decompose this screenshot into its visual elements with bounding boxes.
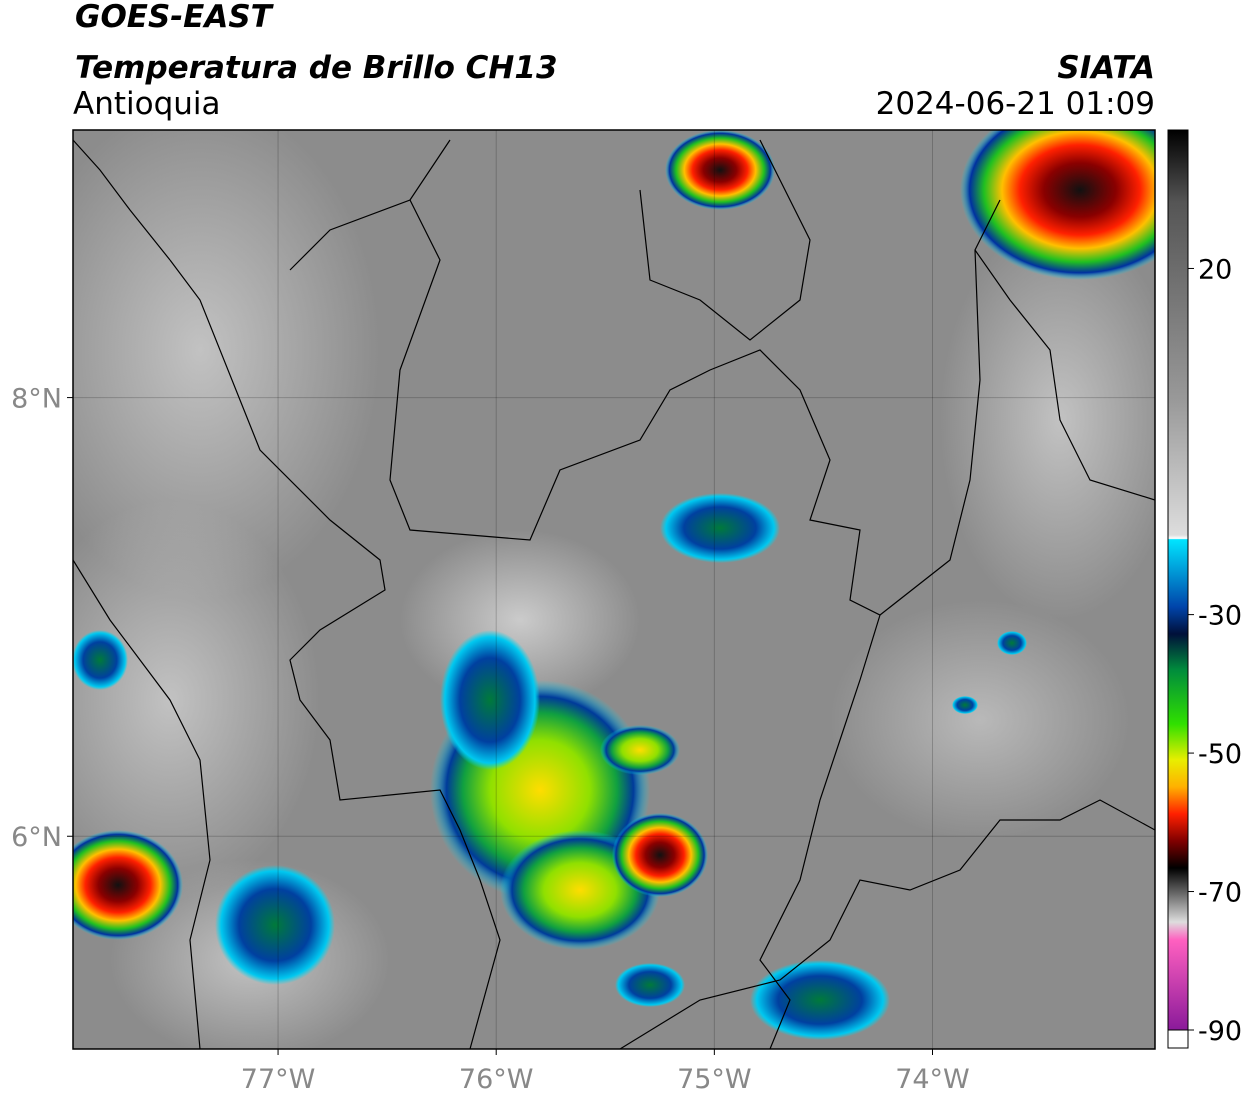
colorbar-tick-label: 20 [1198, 254, 1232, 285]
storm-cell [665, 130, 775, 210]
storm-cell [73, 830, 183, 940]
coastline [289, 139, 451, 271]
colorbar-tick-label: -30 [1198, 601, 1242, 632]
axes: 77°W 76°W 75°W 74°W 8°N 6°N [11, 130, 1155, 1095]
colorbar-tick-label: -50 [1198, 739, 1242, 770]
lon-tick-label: 74°W [895, 1064, 970, 1095]
map-frame [72, 129, 1156, 1050]
lon-tick-label: 76°W [459, 1064, 534, 1095]
storm-cell [997, 631, 1027, 655]
storm-cell [215, 865, 335, 985]
colorbar [1167, 129, 1189, 1031]
storm-cell [615, 963, 685, 1007]
cloud [940, 220, 1155, 620]
datetime-label: 2024-06-21 01:09 [876, 86, 1155, 122]
colorbar-tick-label: -70 [1198, 878, 1242, 909]
lon-tick-label: 77°W [241, 1064, 316, 1095]
colorbar-tick-label: -90 [1198, 1016, 1242, 1047]
satellite-image [73, 130, 1155, 1049]
storm-cell [600, 725, 680, 775]
storm-cell [960, 130, 1155, 280]
storm-cell [750, 960, 890, 1040]
product-title: Temperatura de Brillo CH13 [75, 50, 558, 86]
cloud [830, 600, 1130, 840]
lon-tick-label: 75°W [677, 1064, 752, 1095]
agency-label: SIATA [1057, 50, 1155, 86]
satellite-title: GOES-EAST [75, 0, 275, 35]
colorbar-under [1167, 1029, 1189, 1049]
boundaries [73, 139, 1155, 1049]
storm-cell [612, 813, 708, 897]
region-label: Antioquia [73, 86, 221, 122]
cloud [73, 500, 320, 900]
lat-tick-label: 6°N [11, 822, 62, 853]
storm-cell [73, 630, 128, 690]
lat-tick-label: 8°N [11, 384, 62, 415]
storm-cell [440, 630, 540, 770]
storm-cell [660, 493, 780, 563]
storm-cell [952, 696, 978, 714]
